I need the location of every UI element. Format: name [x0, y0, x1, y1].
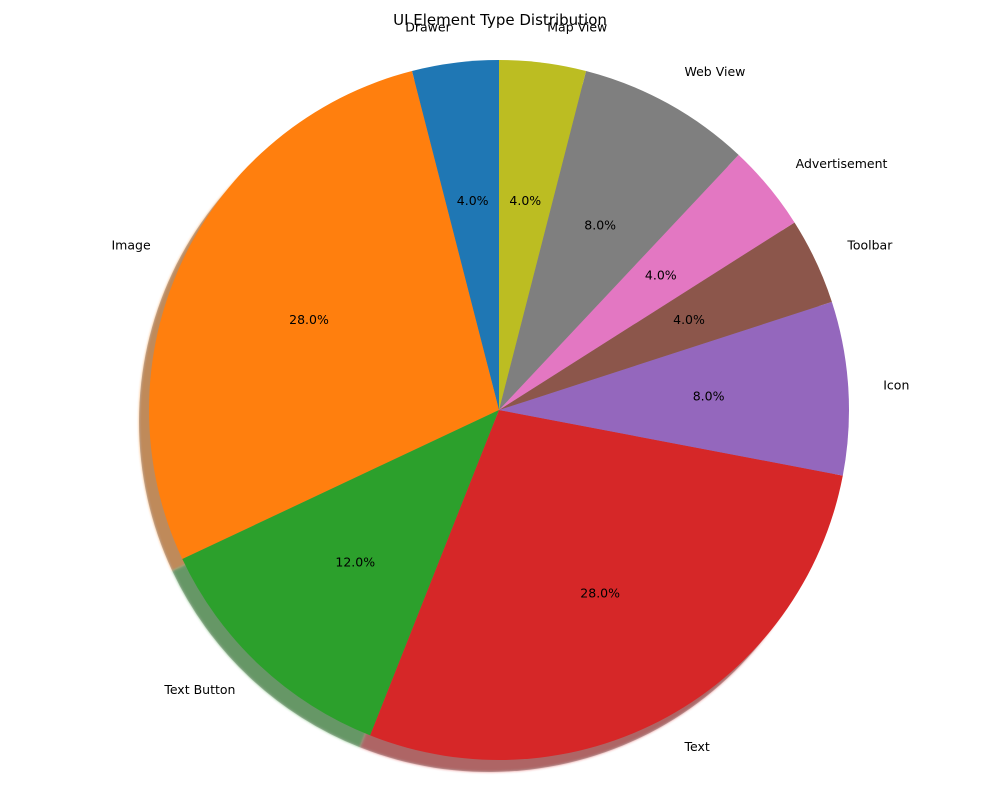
slice-label-text-button: Text Button	[163, 682, 235, 697]
pie-slice-map-view	[499, 60, 587, 410]
pie-slice-image	[148, 70, 499, 560]
slice-label-map-view: Map View	[547, 20, 607, 35]
pie-slice-toolbar	[499, 222, 832, 410]
chart-title: UI Element Type Distribution	[393, 11, 607, 29]
pie-slice-drawer	[411, 60, 499, 410]
slice-percent-advertisement: 4.0%	[645, 268, 677, 283]
slice-percent-text: 28.0%	[580, 586, 620, 601]
pie-slice-text	[370, 410, 843, 760]
slice-label-text: Text	[683, 739, 709, 754]
pie-slice-icon	[499, 301, 849, 476]
slice-label-advertisement: Advertisement	[796, 156, 888, 171]
slice-percent-image: 28.0%	[289, 312, 329, 327]
slice-label-drawer: Drawer	[405, 20, 451, 35]
slice-label-image: Image	[111, 238, 150, 253]
slice-percent-icon: 8.0%	[693, 388, 725, 403]
pie-slice-advertisement	[499, 154, 795, 410]
slice-label-icon: Icon	[883, 377, 909, 392]
slice-percent-map-view: 4.0%	[509, 193, 541, 208]
slice-label-web-view: Web View	[684, 64, 745, 79]
slice-percent-toolbar: 4.0%	[673, 312, 705, 327]
slice-label-toolbar: Toolbar	[846, 238, 893, 253]
slice-percent-text-button: 12.0%	[335, 555, 375, 570]
slice-percent-drawer: 4.0%	[457, 193, 489, 208]
slice-percent-web-view: 8.0%	[584, 217, 616, 232]
pie-slices	[148, 60, 849, 760]
pie-slice-text-button	[182, 410, 499, 736]
pie-slice-web-view	[499, 70, 739, 410]
pie-labels: Drawer 4.0% Image 28.0% Text Button 12.0% Text…	[111, 20, 909, 754]
